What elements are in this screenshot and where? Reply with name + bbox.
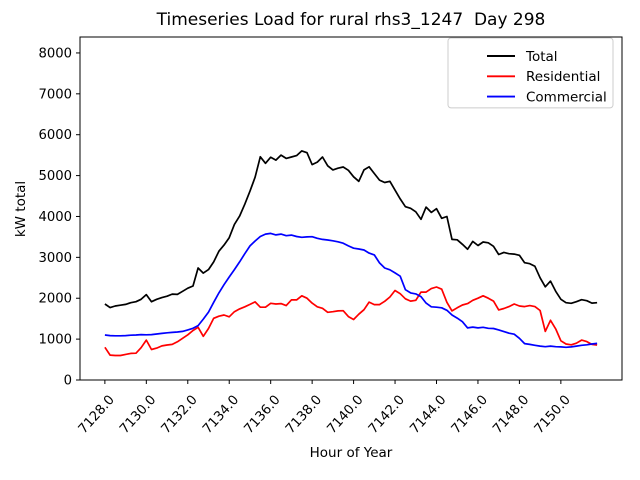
series-total-line xyxy=(104,150,598,309)
legend-item-residential: Residential xyxy=(487,69,600,85)
x-tick-label: 7134.0 xyxy=(200,393,242,437)
legend-label-commercial: Commercial xyxy=(526,89,607,105)
legend-label-residential: Residential xyxy=(526,69,600,85)
y-tick-label: 1000 xyxy=(38,333,72,348)
y-tick-label: 0 xyxy=(64,374,72,389)
y-tick-label: 3000 xyxy=(38,251,72,266)
y-tick-label: 4000 xyxy=(38,210,72,225)
x-tick-label: 7128.0 xyxy=(76,393,118,437)
plot-border xyxy=(79,36,623,381)
x-tick-label: 7146.0 xyxy=(449,393,491,437)
x-tick-label: 7148.0 xyxy=(490,393,532,437)
x-tick-label: 7142.0 xyxy=(366,393,408,437)
chart-title: Timeseries Load for rural rhs3_1247 Day … xyxy=(156,10,546,30)
y-tick-label: 2000 xyxy=(38,292,72,307)
legend-item-total: Total xyxy=(487,49,558,65)
series-commercial-line xyxy=(104,232,598,349)
x-tick-label: 7150.0 xyxy=(532,393,574,437)
legend-label-total: Total xyxy=(525,49,558,65)
x-tick-label: 7138.0 xyxy=(283,393,325,437)
y-tick-label: 6000 xyxy=(38,128,72,143)
x-tick-label: 7140.0 xyxy=(325,393,367,437)
y-tick-label: 8000 xyxy=(38,46,72,61)
x-tick-label: 7132.0 xyxy=(159,393,201,437)
x-tick-label: 7130.0 xyxy=(117,393,159,437)
y-tick-label: 5000 xyxy=(38,169,72,184)
y-tick-label: 7000 xyxy=(38,87,72,102)
series-residential-line xyxy=(104,286,598,357)
x-tick-label: 7136.0 xyxy=(242,393,284,437)
y-axis-label: kW total xyxy=(13,181,29,237)
x-axis-label: Hour of Year xyxy=(310,445,393,461)
legend-item-commercial: Commercial xyxy=(487,89,607,105)
x-tick-label: 7144.0 xyxy=(407,393,449,437)
legend: Total Residential Commercial xyxy=(447,37,614,109)
